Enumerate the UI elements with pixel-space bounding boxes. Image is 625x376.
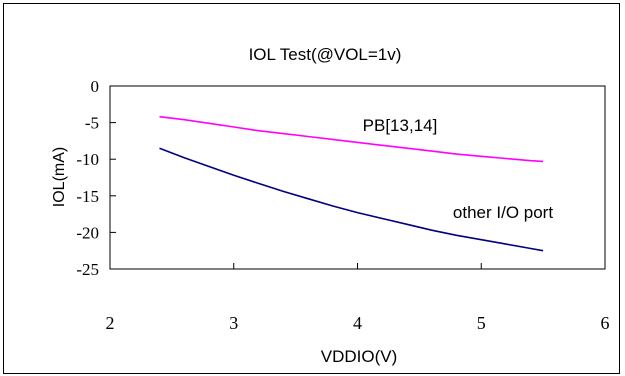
y-tick-label: 0 [91, 77, 100, 96]
y-tick-label: -25 [76, 260, 99, 279]
x-axis-label: VDDIO(V) [321, 347, 398, 366]
x-tick-label: 6 [601, 313, 610, 333]
x-axis-ticks: 2 3 4 5 6 [106, 263, 610, 333]
x-tick-label: 2 [106, 313, 115, 333]
x-tick-label: 5 [477, 313, 486, 333]
series-label-pb: PB[13,14] [363, 116, 438, 135]
y-tick-label: -10 [76, 150, 99, 169]
y-tick-label: -15 [76, 187, 99, 206]
chart-frame [3, 3, 620, 374]
plot-area [109, 85, 606, 270]
y-axis-label: IOL(mA) [51, 147, 68, 207]
y-tick-label: -20 [76, 223, 99, 242]
series-label-other-io: other I/O port [453, 203, 553, 222]
series-line-pb [159, 115, 544, 163]
chart-title: IOL Test(@VOL=1v) [249, 45, 402, 64]
y-tick-label: -5 [85, 114, 99, 133]
x-tick-label: 3 [229, 313, 238, 333]
series-line-other-io [159, 147, 544, 252]
series-labels: PB[13,14] other I/O port [363, 116, 554, 222]
series-group [159, 115, 544, 252]
x-tick-label: 4 [353, 313, 362, 333]
y-axis-ticks: 0 -5 -10 -15 -20 -25 [76, 77, 116, 279]
